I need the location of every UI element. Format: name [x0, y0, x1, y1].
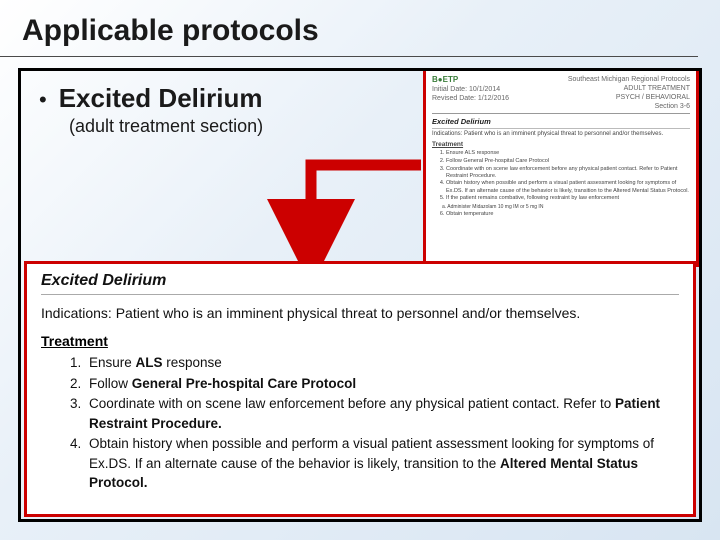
thumb-logo: B●ETP [432, 75, 509, 85]
detail-indications: Indications: Patient who is an imminent … [41, 305, 679, 321]
slide-title: Applicable protocols [0, 0, 698, 57]
thumb-item: If the patient remains combative, follow… [446, 195, 690, 202]
thumb-section: Section 3-6 [568, 102, 690, 111]
thumb-hdr-line2: ADULT TREATMENT [568, 84, 690, 93]
thumb-item: Ensure ALS response [446, 150, 690, 157]
callout-arrow [221, 147, 451, 277]
detail-item: Obtain history when possible and perform… [85, 434, 679, 493]
thumb-indications: Indications: Patient who is an imminent … [432, 131, 690, 139]
thumb-title: Excited Delirium [432, 117, 690, 129]
bullet-main-text: Excited Delirium [59, 83, 263, 114]
protocol-thumbnail: B●ETP Initial Date: 10/1/2014 Revised Da… [423, 71, 699, 267]
thumb-date2: Revised Date: 1/12/2016 [432, 94, 509, 103]
thumb-date1: Initial Date: 10/1/2014 [432, 85, 509, 94]
detail-item: Coordinate with on scene law enforcement… [85, 394, 679, 433]
thumb-item: Follow General Pre-hospital Care Protoco… [446, 158, 690, 165]
thumb-treatment-list-cont: Obtain temperature [432, 211, 690, 218]
thumb-treat-label: Treatment [432, 141, 690, 149]
detail-item: Ensure ALS response [85, 353, 679, 373]
detail-title: Excited Delirium [41, 272, 679, 295]
thumb-item: Obtain temperature [446, 211, 690, 218]
detail-panel: Excited Delirium Indications: Patient wh… [24, 261, 696, 517]
thumb-treatment-list: Ensure ALS response Follow General Pre-h… [432, 150, 690, 202]
thumb-item: Obtain history when possible and perform… [446, 180, 690, 194]
detail-treat-label: Treatment [41, 333, 679, 349]
content-frame: • Excited Delirium (adult treatment sect… [18, 68, 702, 522]
detail-item: Follow General Pre-hospital Care Protoco… [85, 374, 679, 394]
bullet-marker: • [39, 89, 47, 111]
detail-treatment-list: Ensure ALS response Follow General Pre-h… [41, 353, 679, 493]
thumb-hdr-line3: PSYCH / BEHAVIORAL [568, 93, 690, 102]
thumb-hdr-line1: Southeast Michigan Regional Protocols [568, 75, 690, 84]
thumb-item: Coordinate with on scene law enforcement… [446, 166, 690, 180]
thumb-header: B●ETP Initial Date: 10/1/2014 Revised Da… [432, 75, 690, 114]
